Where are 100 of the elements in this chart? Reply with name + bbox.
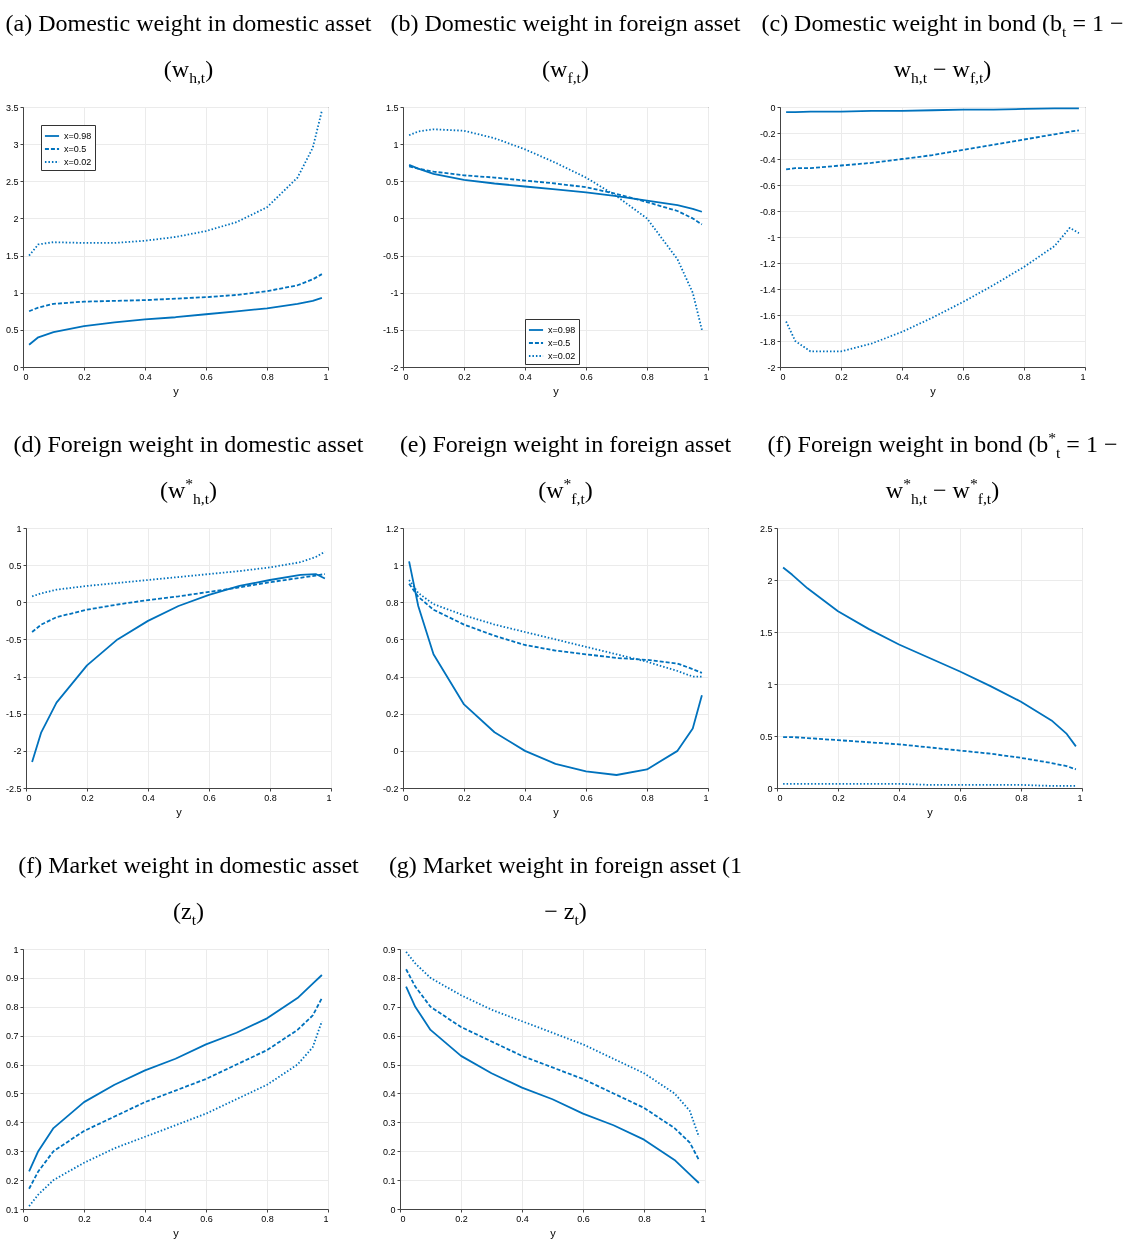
x-axis-title: y — [176, 805, 183, 818]
x-tick-label: 0.4 — [516, 1213, 529, 1224]
x-tick-label: 0.8 — [264, 792, 277, 803]
legend-label: x=0.02 — [548, 351, 576, 361]
y-tick-label: -1.4 — [759, 284, 776, 295]
chart-title: (f) Foreign weight in bond (b$^{*}$$_{t}$ = 1 − w$^{*}$$_{h,t}$ − w$^{*}$$_{f,t}$) — [767, 429, 1118, 507]
y-tick-label: -2 — [13, 746, 22, 757]
y-tick-label: 1.2 — [385, 523, 399, 534]
y-tick-label: -0.6 — [759, 180, 776, 191]
y-tick-label: -0.2 — [382, 783, 399, 794]
chart-title: (a) Domestic weight in domestic asset (w$_{h,t}$) — [4, 9, 373, 88]
y-tick-label: 0 — [16, 597, 22, 608]
y-tick-label: 1.5 — [385, 102, 399, 113]
y-tick-label: 0.8 — [385, 597, 399, 608]
x-tick-label: 0 — [400, 1213, 406, 1224]
y-tick-label: 0.8 — [5, 1002, 19, 1013]
x-tick-label: 0.8 — [641, 371, 654, 382]
y-tick-label: -2 — [390, 362, 399, 373]
x-tick-label: 0 — [403, 792, 409, 803]
x-tick-label: 0.4 — [139, 371, 152, 382]
y-tick-label: 0 — [770, 102, 776, 113]
y-tick-label: 0.2 — [385, 709, 399, 720]
x-tick-label: 0.6 — [200, 1213, 213, 1224]
y-tick-label: 0.5 — [5, 325, 19, 336]
x-tick-label: 0.2 — [835, 371, 848, 382]
x-tick-label: 0.6 — [957, 371, 970, 382]
y-tick-label: -2.5 — [5, 783, 22, 794]
y-tick-label: -1.6 — [759, 310, 776, 321]
y-tick-label: 0.1 — [382, 1175, 396, 1186]
x-axis-title: y — [930, 384, 937, 397]
x-tick-label: 0.4 — [896, 371, 909, 382]
x-tick-label: 0.6 — [577, 1213, 590, 1224]
x-tick-label: 0 — [23, 1213, 29, 1224]
y-tick-label: 3.5 — [5, 102, 19, 113]
y-tick-label: 2.5 — [5, 176, 19, 187]
x-tick-label: 0.8 — [641, 792, 654, 803]
x-tick-label: 1 — [323, 371, 329, 382]
x-tick-label: 0.4 — [519, 371, 532, 382]
x-tick-label: 0 — [777, 792, 783, 803]
y-tick-label: 0.5 — [759, 731, 773, 742]
x-tick-label: 1 — [1077, 792, 1083, 803]
y-tick-label: 0.3 — [382, 1117, 396, 1128]
x-tick-label: 0.8 — [261, 1213, 274, 1224]
x-tick-label: 0.2 — [458, 792, 471, 803]
x-tick-label: 0.8 — [638, 1213, 651, 1224]
y-tick-label: 0 — [390, 1204, 396, 1215]
y-tick-label: 1 — [393, 139, 399, 150]
y-tick-label: 0.4 — [5, 1117, 19, 1128]
x-axis-title: y — [173, 384, 180, 397]
y-tick-label: -0.4 — [759, 154, 776, 165]
y-tick-label: -1.2 — [759, 258, 776, 269]
y-tick-label: 0 — [13, 362, 19, 373]
x-tick-label: 0.2 — [81, 792, 94, 803]
y-tick-label: 2 — [13, 213, 19, 224]
x-axis-title: y — [553, 805, 560, 818]
y-tick-label: 0.5 — [382, 1060, 396, 1071]
x-tick-label: 1 — [323, 1213, 329, 1224]
y-tick-label: -1 — [390, 288, 399, 299]
x-tick-label: 0.2 — [458, 371, 471, 382]
x-tick-label: 0 — [23, 371, 29, 382]
legend-label: x=0.5 — [64, 144, 87, 154]
x-axis-title: y — [550, 1226, 557, 1239]
y-tick-label: 0.8 — [382, 973, 396, 984]
chart-title: (b) Domestic weight in foreign asset (w$_{f,t}$) — [389, 9, 742, 88]
x-tick-label: 0.6 — [200, 371, 213, 382]
y-tick-label: -0.5 — [382, 251, 399, 262]
x-tick-label: 0.4 — [519, 792, 532, 803]
y-tick-label: 3 — [13, 139, 19, 150]
chart-title: (f) Market weight in domestic asset (z$_{t}$) — [17, 851, 360, 930]
x-tick-label: 0.6 — [580, 792, 593, 803]
chart-title: (e) Foreign weight in foreign asset (w$^{*}$$_{f,t}$) — [398, 430, 733, 509]
y-tick-label: -0.8 — [759, 206, 776, 217]
y-tick-label: 0.6 — [385, 634, 399, 645]
chart-title: (c) Domestic weight in bond (b$_{t}$ = 1 − w$_{h,t}$ − w$_{f,t}$) — [761, 10, 1124, 86]
y-tick-label: 1 — [16, 523, 22, 534]
y-tick-label: 0.1 — [5, 1204, 19, 1215]
y-tick-label: -1.8 — [759, 336, 776, 347]
y-tick-label: 0 — [767, 783, 773, 794]
y-tick-label: -2 — [767, 362, 776, 373]
x-tick-label: 0.8 — [261, 371, 274, 382]
x-tick-label: 0 — [26, 792, 32, 803]
y-tick-label: 0 — [393, 746, 399, 757]
x-tick-label: 1 — [703, 792, 709, 803]
y-tick-label: 1 — [393, 560, 399, 571]
y-tick-label: 0.3 — [5, 1146, 19, 1157]
y-tick-label: 1.5 — [5, 251, 19, 262]
x-tick-label: 0.4 — [893, 792, 906, 803]
x-tick-label: 1 — [703, 371, 709, 382]
x-tick-label: 0 — [403, 371, 409, 382]
y-tick-label: 0.7 — [382, 1002, 396, 1013]
x-tick-label: 0.2 — [78, 371, 91, 382]
x-tick-label: 0.4 — [139, 1213, 152, 1224]
y-tick-label: -1.5 — [382, 325, 399, 336]
x-tick-label: 1 — [700, 1213, 706, 1224]
x-axis-title: y — [553, 384, 560, 397]
y-tick-label: 2.5 — [759, 523, 773, 534]
y-tick-label: 0.5 — [385, 176, 399, 187]
y-tick-label: 0.2 — [5, 1175, 19, 1186]
x-tick-label: 1 — [326, 792, 332, 803]
y-tick-label: -0.2 — [759, 128, 776, 139]
